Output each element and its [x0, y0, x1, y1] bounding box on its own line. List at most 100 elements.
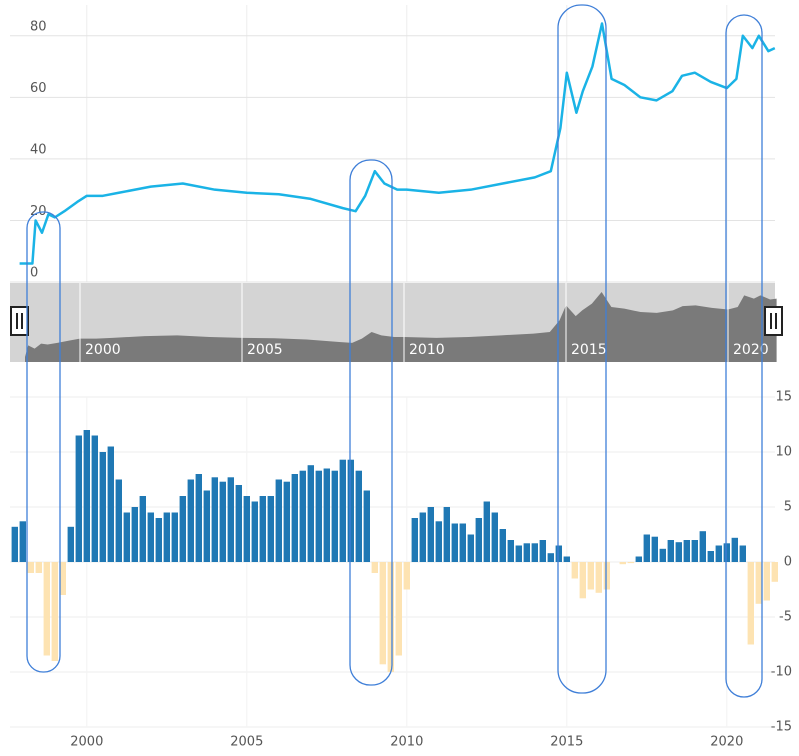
y-tick-label: 60 — [30, 81, 47, 96]
y-tick-label: 10 — [775, 445, 792, 460]
bar — [763, 562, 770, 601]
bar — [747, 562, 754, 645]
bar — [27, 562, 34, 573]
bar — [131, 507, 138, 562]
highlight-oval — [557, 4, 607, 694]
bar — [547, 553, 554, 562]
bar — [227, 477, 234, 562]
bar — [91, 435, 98, 562]
y-tick-label: 0 — [784, 555, 792, 570]
bar — [459, 523, 466, 562]
y-tick-label: -5 — [779, 610, 792, 625]
bar — [107, 446, 114, 562]
bar-chart: 15 10 5 0 -5 -10 -15 2000 2005 2010 2015 2020 — [10, 390, 792, 750]
bar — [11, 526, 18, 562]
bar — [683, 540, 690, 562]
bar — [555, 545, 562, 562]
bar — [51, 562, 58, 661]
bar — [675, 542, 682, 562]
bar — [195, 474, 202, 562]
bar — [251, 501, 258, 562]
bar — [651, 536, 658, 562]
navigator-label: 2020 — [733, 342, 769, 358]
x-tick-label: 2020 — [710, 735, 743, 750]
nav-handle[interactable] — [764, 306, 783, 336]
bar — [307, 465, 314, 562]
bar — [363, 490, 370, 562]
y-tick-label: 40 — [30, 142, 47, 157]
bar — [291, 474, 298, 562]
bar — [203, 490, 210, 562]
x-tick-label: 2015 — [550, 735, 583, 750]
bar — [531, 543, 538, 562]
bar — [387, 562, 394, 672]
bar — [499, 529, 506, 562]
bar — [755, 562, 762, 604]
bar — [243, 496, 250, 562]
nav-handle[interactable] — [10, 306, 29, 336]
bar — [571, 562, 578, 579]
bar — [523, 543, 530, 562]
bar — [315, 470, 322, 562]
bar — [163, 512, 170, 562]
bar — [323, 468, 330, 562]
bar — [715, 545, 722, 562]
bar — [467, 534, 474, 562]
bar — [539, 540, 546, 562]
bar — [347, 459, 354, 562]
bar — [403, 562, 410, 590]
bar — [75, 435, 82, 562]
bar — [59, 562, 66, 595]
bar — [115, 479, 122, 562]
y-tick-label: 15 — [775, 390, 792, 405]
bar — [139, 496, 146, 562]
bar — [123, 512, 130, 562]
x-tick-label: 2010 — [390, 735, 423, 750]
bar — [619, 562, 626, 565]
x-tick-label: 2000 — [70, 735, 103, 750]
bar — [603, 562, 610, 590]
bar — [411, 518, 418, 562]
navigator-label: 2010 — [409, 342, 445, 358]
bar — [219, 481, 226, 562]
bar — [419, 512, 426, 562]
bar — [627, 562, 634, 564]
bar — [691, 540, 698, 562]
bar — [451, 523, 458, 562]
y-tick-label: -15 — [771, 720, 792, 735]
bar — [771, 562, 778, 582]
bar — [211, 477, 218, 562]
bar — [267, 496, 274, 562]
bar — [579, 562, 586, 599]
bar — [507, 540, 514, 562]
navigator-label: 2000 — [85, 342, 121, 358]
navigator: 2000 2005 2010 2015 2020 — [25, 283, 777, 362]
bar — [435, 521, 442, 562]
bar — [259, 496, 266, 562]
bar — [699, 531, 706, 562]
bar — [187, 479, 194, 562]
bar — [443, 507, 450, 562]
bar — [35, 562, 42, 573]
bar — [395, 562, 402, 656]
bar — [739, 545, 746, 562]
y-tick-label: 80 — [30, 19, 47, 34]
bar — [515, 545, 522, 562]
bar — [235, 485, 242, 562]
bar — [179, 496, 186, 562]
y-tick-label: 0 — [30, 266, 38, 281]
bar — [635, 556, 642, 562]
bar — [491, 512, 498, 562]
y-tick-label: 5 — [784, 500, 792, 515]
bar — [427, 507, 434, 562]
bar — [483, 501, 490, 562]
line — [19, 22, 776, 265]
bar — [379, 562, 386, 665]
highlight-oval — [725, 14, 763, 698]
bar — [667, 540, 674, 562]
highlight-oval — [26, 211, 61, 673]
bar — [595, 562, 602, 593]
bar — [331, 470, 338, 562]
bar — [171, 512, 178, 562]
